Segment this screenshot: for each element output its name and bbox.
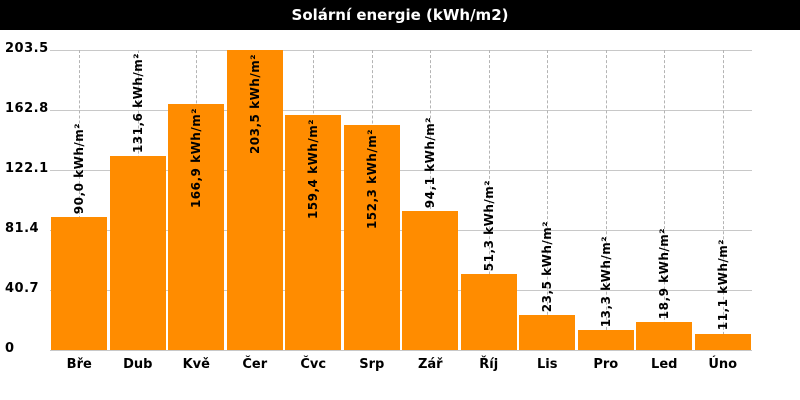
x-gridline-dashed (79, 50, 81, 350)
bar (519, 315, 576, 350)
x-gridline-dashed (488, 50, 490, 350)
bar-value-label: 51,3 kWh/m² (481, 180, 496, 272)
bar (460, 274, 517, 350)
y-tick-label: 81.4 (5, 221, 40, 236)
bar-value-label: 152,3 kWh/m² (364, 129, 379, 230)
bar-value-label: 18,9 kWh/m² (657, 227, 672, 320)
bar (694, 333, 751, 350)
bar (343, 125, 400, 350)
y-tick-label: 162.8 (5, 101, 49, 116)
x-tick-label: Zář (417, 357, 443, 372)
x-tick-label: Dub (123, 357, 153, 372)
bar (577, 330, 634, 350)
x-tick-label: Bře (66, 357, 92, 372)
x-tick-label: Lis (537, 357, 558, 372)
x-gridline-dashed (605, 50, 607, 350)
bar-value-label: 166,9 kWh/m² (189, 107, 204, 208)
x-tick-label: Říj (479, 357, 499, 372)
y-tick-label: 122.1 (5, 161, 49, 176)
bar (168, 103, 225, 350)
y-gridline (50, 170, 752, 171)
y-tick-label: 40.7 (5, 281, 40, 296)
bar-value-label: 131,6 kWh/m² (130, 52, 145, 153)
bar (402, 211, 459, 350)
y-gridline (50, 110, 752, 111)
bar (636, 322, 693, 350)
y-tick-label: 203.5 (5, 41, 49, 56)
bar (285, 115, 342, 350)
bar (226, 50, 283, 350)
x-tick-label: Čvc (300, 357, 327, 372)
x-tick-label: Čer (242, 357, 268, 372)
y-gridline (50, 350, 752, 351)
bar-value-label: 203,5 kWh/m² (247, 54, 262, 155)
bar-value-label: 90,0 kWh/m² (72, 123, 87, 215)
y-gridline (50, 290, 752, 291)
y-gridline (50, 230, 752, 231)
x-gridline-dashed (430, 50, 432, 350)
x-tick-label: Úno (708, 357, 738, 372)
chart-title: Solární energie (kWh/m2) (0, 0, 800, 30)
bar-value-label: 23,5 kWh/m² (540, 221, 555, 313)
bar-value-label: 13,3 kWh/m² (598, 236, 613, 328)
bar (109, 155, 166, 350)
y-tick-label: 0 (5, 341, 15, 356)
bar-value-label: 159,4 kWh/m² (306, 119, 321, 220)
bar-value-label: 94,1 kWh/m² (423, 117, 438, 209)
x-gridline-dashed (547, 50, 549, 350)
x-tick-label: Pro (593, 357, 619, 372)
y-gridline (50, 50, 752, 51)
bar-value-label: 11,1 kWh/m² (715, 239, 730, 331)
x-tick-label: Srp (359, 357, 385, 372)
x-tick-label: Led (651, 357, 678, 372)
x-gridline-dashed (722, 50, 724, 350)
bar (51, 217, 108, 350)
x-gridline-dashed (664, 50, 666, 350)
x-tick-label: Kvě (182, 357, 210, 372)
